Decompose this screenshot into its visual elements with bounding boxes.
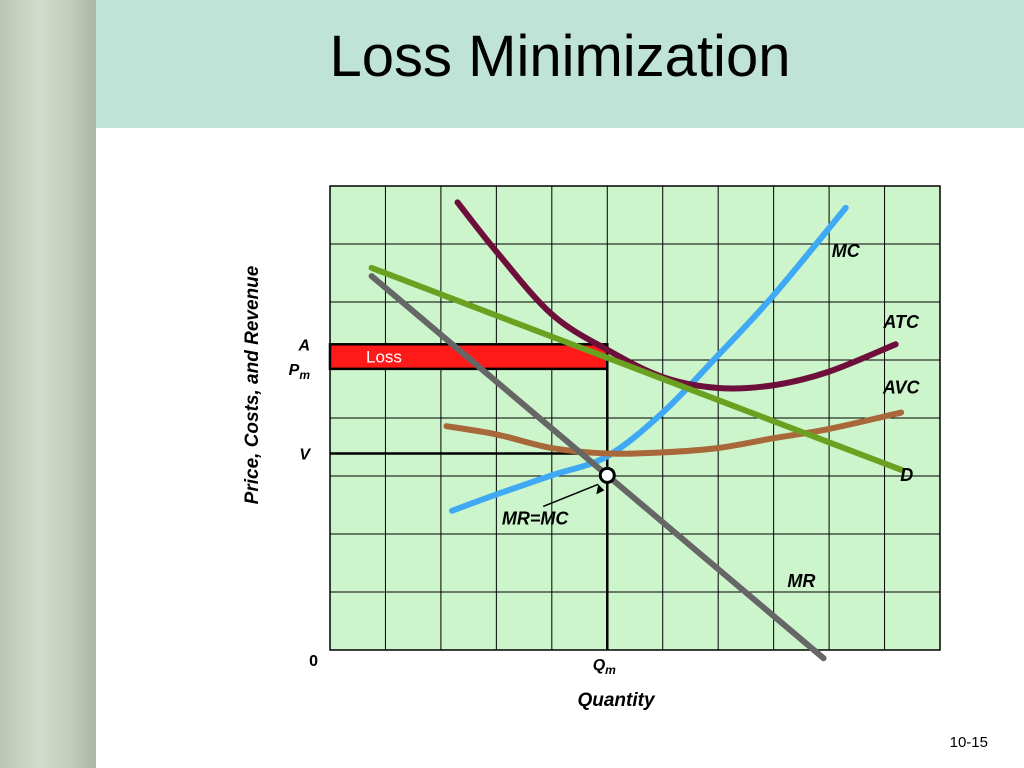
y-axis-title: Price, Costs, and Revenue (242, 265, 263, 504)
demand-curve (368, 264, 905, 473)
avc-label: AVC (882, 377, 921, 397)
mr-curve (368, 273, 827, 662)
loss-area (328, 343, 609, 371)
atc-label: ATC (882, 312, 920, 332)
equilibrium-point (598, 466, 616, 484)
decorative-sidebar (0, 0, 96, 768)
y-tick-label-a: A (297, 337, 310, 354)
avc-curve (443, 409, 905, 457)
mc-label: MC (832, 241, 861, 261)
slide-title: Loss Minimization (329, 24, 791, 89)
mr-mc-label: MR=MC (502, 508, 569, 528)
loss-label: Loss (366, 348, 402, 367)
title-banner (96, 0, 1024, 128)
demand-label: D (900, 465, 913, 485)
y-tick-label-v: V (299, 446, 311, 463)
mr-mc-arrow-line (542, 483, 599, 508)
origin-label: 0 (309, 653, 318, 670)
slide-number: 10-15 (949, 734, 988, 751)
x-axis-title: Quantity (577, 690, 655, 711)
y-tick-label-p: Pm (289, 362, 311, 382)
x-tick-label-q: Qm (593, 657, 616, 677)
mr-mc-arrow-head (596, 484, 605, 495)
mc-curve (449, 204, 849, 514)
mr-label: MR (787, 571, 815, 591)
